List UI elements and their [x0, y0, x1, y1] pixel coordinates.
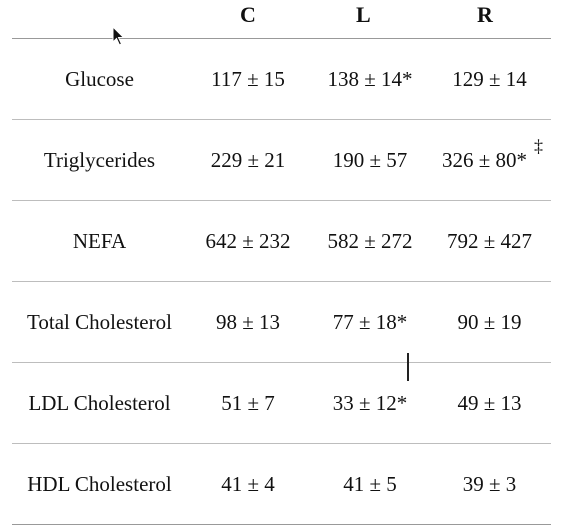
cell-l: 138 ± 14*: [327, 66, 413, 91]
cell-r: 49 ± 13: [457, 390, 522, 415]
table-header: C L R: [12, 0, 551, 39]
table-row: NEFA 642 ± 232 582 ± 272 792 ± 427: [12, 201, 551, 282]
cell-l: 41 ± 5: [343, 471, 397, 496]
row-label: NEFA: [72, 228, 127, 253]
cell-c: 51 ± 7: [221, 390, 275, 415]
column-header-c: C: [240, 2, 256, 27]
table-row: LDL Cholesterol 51 ± 7 33 ± 12* 49 ± 13: [12, 363, 551, 444]
column-header-r: R: [477, 2, 493, 27]
cell-l: 190 ± 57: [332, 147, 408, 172]
cell-l: 77 ± 18*: [332, 309, 408, 334]
cell-c: 41 ± 4: [221, 471, 275, 496]
data-table: C L R Glucose 117 ± 15 138 ± 14* 129 ± 1…: [12, 0, 551, 525]
cell-r: 90 ± 19: [457, 309, 522, 334]
cell-c: 642 ± 232: [205, 228, 291, 253]
row-label: Triglycerides: [43, 147, 156, 172]
table-row: Triglycerides 229 ± 21 190 ± 57 326 ± 80…: [12, 120, 551, 201]
significance-mark: ‡: [534, 136, 543, 156]
mouse-pointer-icon: [112, 26, 125, 46]
row-label: Glucose: [65, 66, 134, 91]
row-label: LDL Cholesterol: [28, 390, 171, 415]
cell-c: 117 ± 15: [211, 66, 285, 91]
cell-c: 98 ± 13: [215, 309, 281, 334]
cell-r-value: 326 ± 80*: [441, 147, 528, 172]
cell-r: 129 ± 14: [452, 66, 527, 91]
column-header-l: L: [356, 2, 371, 27]
table-row: HDL Cholesterol 41 ± 4 41 ± 5 39 ± 3: [12, 444, 551, 525]
cell-r: 792 ± 427: [446, 228, 533, 253]
cell-r: 39 ± 3: [462, 471, 517, 496]
table-row: Total Cholesterol 98 ± 13 77 ± 18* 90 ± …: [12, 282, 551, 363]
table-row: Glucose 117 ± 15 138 ± 14* 129 ± 14: [12, 39, 551, 120]
cell-c: 229 ± 21: [210, 147, 286, 172]
cell-l: 582 ± 272: [327, 228, 413, 253]
row-label: Total Cholesterol: [27, 309, 172, 334]
row-label: HDL Cholesterol: [27, 471, 172, 496]
cell-l: 33 ± 12*: [332, 390, 408, 415]
cell-r: 326 ± 80* ‡: [432, 120, 547, 200]
text-cursor-icon: [407, 353, 409, 381]
